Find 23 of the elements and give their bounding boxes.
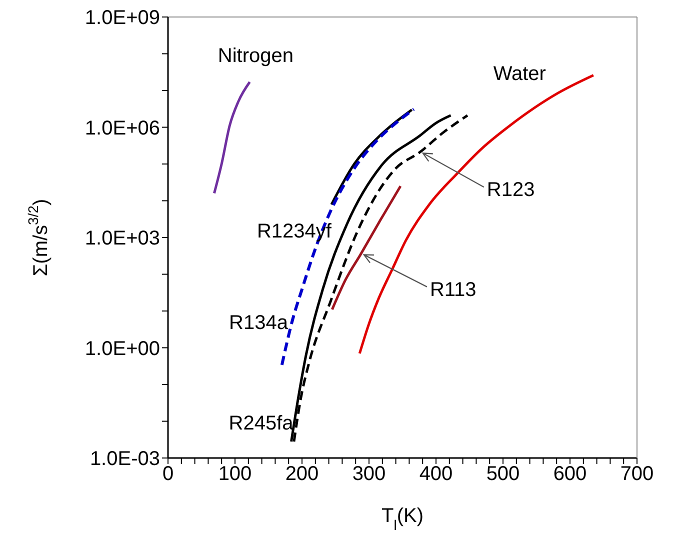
y-tick-label: 1.0E+06 (84, 117, 160, 140)
text: R113 (430, 278, 476, 301)
x-tick-label: 200 (285, 463, 319, 486)
y-tick-label: 1.0E+03 (84, 228, 160, 250)
series-label: R1234yf (256, 220, 332, 243)
x-tick-label: 400 (419, 463, 453, 486)
y-tick-label: 1.0E-03 (90, 448, 160, 470)
x-tick-label: 700 (620, 463, 654, 486)
x-tick-label: 500 (486, 463, 520, 486)
text: R123 (486, 179, 535, 202)
x-tick-label: 600 (553, 463, 587, 486)
series-label: R245fa (228, 412, 294, 435)
series-label: Nitrogen (218, 45, 294, 68)
x-axis-title: T$_{l}$(K) (381, 505, 424, 533)
y-tick-label: 1.0E+09 (84, 7, 160, 30)
series-label: Water (493, 63, 546, 86)
y-tick-label: 1.0E+00 (84, 338, 160, 360)
x-tick-label: 300 (352, 463, 386, 486)
x-tick-label: 0 (162, 463, 174, 486)
x-tick-label: 100 (218, 463, 252, 486)
line-series (330, 184, 402, 311)
series-label: R134a (229, 312, 289, 334)
line-series (212, 80, 251, 194)
